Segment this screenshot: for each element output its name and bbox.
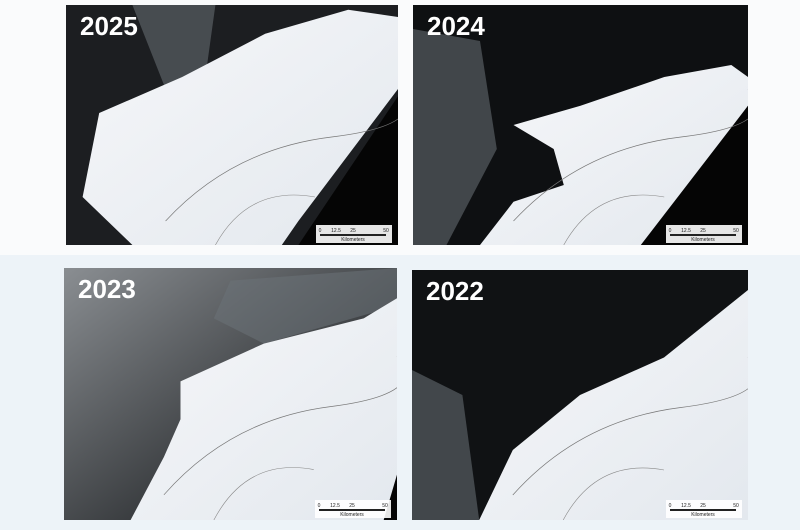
scale-tick-label: 12.5 — [331, 228, 341, 234]
contour-line — [165, 89, 398, 222]
satellite-panel: 2023 0 12.5 25 50 Kilometers — [64, 268, 397, 520]
panel-image — [64, 268, 397, 520]
contour-line — [562, 467, 665, 520]
contour-line — [213, 467, 314, 520]
contour-line — [512, 357, 748, 496]
scale-tick-label: 50 — [383, 228, 389, 234]
no-data-area — [640, 105, 748, 245]
scale-bar-bar — [670, 509, 736, 511]
scale-tick-label: 25 — [350, 228, 356, 234]
ice-shelf — [479, 290, 748, 520]
panel-image — [66, 5, 398, 245]
scale-tick-label: 25 — [700, 228, 706, 234]
ice-shelf — [130, 298, 397, 520]
scale-tick-label: 0 — [318, 503, 321, 509]
scale-bar: 0 12.5 25 50 Kilometers — [316, 225, 392, 243]
scale-tick-label: 0 — [669, 228, 672, 234]
scale-tick-label: 25 — [349, 503, 355, 509]
haze — [213, 268, 397, 344]
year-label: 2022 — [426, 276, 484, 306]
ice-shelf — [480, 65, 748, 245]
scale-tick-label: 25 — [700, 503, 706, 509]
scale-unit: Kilometers — [341, 237, 365, 243]
scale-unit: Kilometers — [691, 512, 715, 518]
haze — [412, 370, 480, 520]
scale-tick-label: 0 — [669, 503, 672, 509]
scale-tick-label: 50 — [733, 228, 739, 234]
year-label: 2024 — [427, 11, 485, 41]
scale-unit: Kilometers — [691, 237, 715, 243]
contour-line — [163, 356, 397, 496]
scale-bar: 0 12.5 25 50 Kilometers — [666, 500, 742, 518]
scale-bar-bar — [319, 509, 385, 511]
haze — [413, 29, 497, 245]
panel-image — [413, 5, 748, 245]
scale-bar-bar — [320, 234, 386, 236]
no-data-area — [298, 96, 398, 245]
panel-image — [412, 270, 748, 520]
scale-bar: 0 12.5 25 50 Kilometers — [315, 500, 391, 518]
scale-tick-label: 12.5 — [681, 503, 691, 509]
satellite-panel: 2022 0 12.5 25 50 Kilometers — [412, 270, 748, 520]
scale-bar-bar — [670, 234, 736, 236]
contour-line — [513, 89, 748, 222]
contour-line — [215, 194, 316, 245]
scale-tick-label: 0 — [319, 228, 322, 234]
satellite-panel: 2025 0 12.5 25 50 Kilometers — [66, 5, 398, 245]
scale-unit: Kilometers — [340, 512, 364, 518]
scale-tick-label: 50 — [382, 503, 388, 509]
scale-bar: 0 12.5 25 50 Kilometers — [666, 225, 742, 243]
year-label: 2023 — [78, 274, 136, 304]
ice-shelf — [82, 9, 398, 245]
scale-tick-label: 12.5 — [330, 503, 340, 509]
year-label: 2025 — [80, 11, 138, 41]
contour-line — [563, 194, 665, 245]
satellite-panel: 2024 0 12.5 25 50 Kilometers — [413, 5, 748, 245]
scale-tick-label: 12.5 — [681, 228, 691, 234]
haze — [132, 5, 216, 89]
scale-tick-label: 50 — [733, 503, 739, 509]
